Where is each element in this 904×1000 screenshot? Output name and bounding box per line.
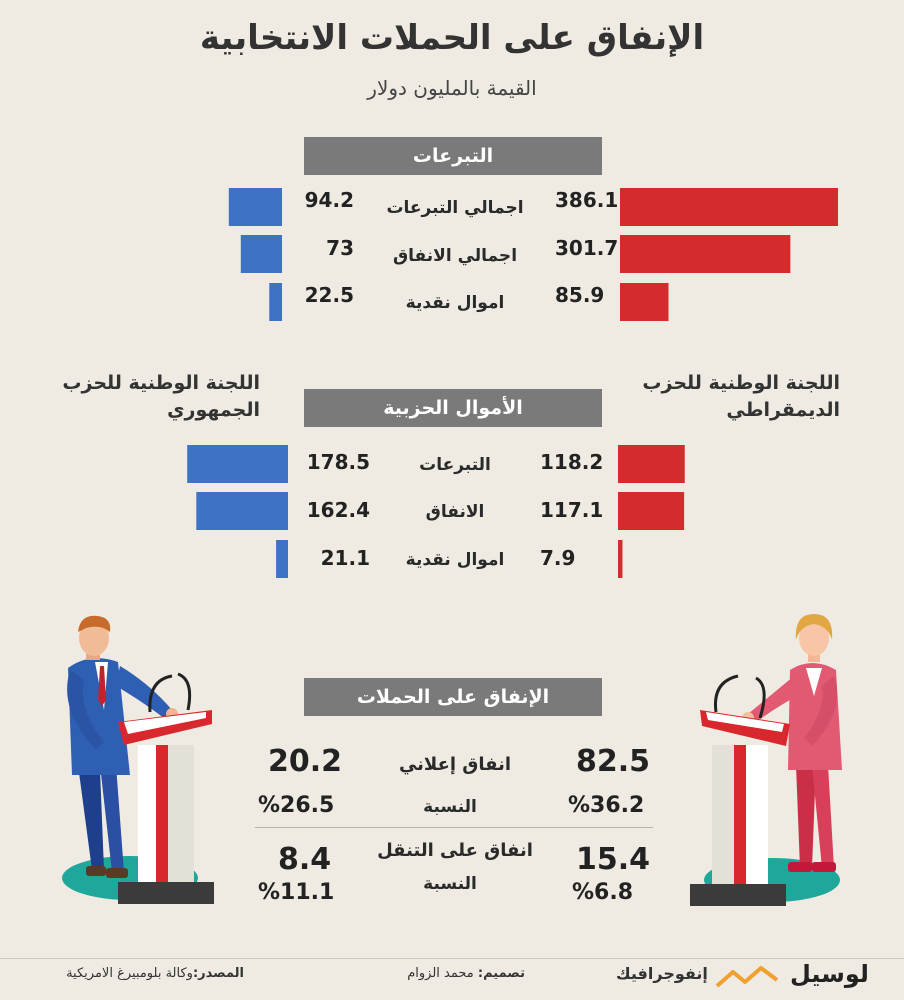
brand-logo-mark <box>715 966 779 988</box>
female-candidate-illustration <box>690 614 842 906</box>
dem-bar <box>620 283 669 321</box>
row-label: التبرعات <box>419 455 491 475</box>
dem-travel-pct: %6.8 <box>572 880 634 905</box>
row-label: اموال نقدية <box>405 550 505 570</box>
legend-rep: اللجنة الوطنية للحزب الجمهوري <box>62 372 260 421</box>
dem-value-label: 118.2 <box>540 450 604 474</box>
ad-spend-label: انفاق إعلاني <box>398 754 512 775</box>
rep-ad-pct: %26.5 <box>258 793 335 818</box>
dem-value-label: 7.9 <box>540 546 576 570</box>
page-subtitle: القيمة بالمليون دولار <box>367 76 537 100</box>
pct-label: النسبة <box>423 874 477 894</box>
page-title: الإنفاق على الحملات الانتخابية <box>199 18 705 58</box>
male-candidate-illustration <box>62 615 214 904</box>
dem-value-label: 386.1 <box>555 188 619 212</box>
design-credit: تصميم: محمد الزوام <box>380 966 525 981</box>
rep-value-label: 94.2 <box>304 188 354 212</box>
divider <box>255 827 653 828</box>
section-header-donations: التبرعات <box>304 137 602 175</box>
source-name: وكالة بلومبيرغ الامريكية <box>66 966 193 981</box>
rep-bar <box>196 492 288 530</box>
dem-bar <box>620 188 838 226</box>
rep-bar <box>228 188 282 226</box>
rep-bar <box>187 445 288 483</box>
dem-bar <box>618 540 623 578</box>
row-label: اجمالي الانفاق <box>392 246 518 266</box>
rep-travel-pct: %11.1 <box>258 880 335 905</box>
rep-value-label: 21.1 <box>320 546 370 570</box>
source-credit: المصدر:وكالة بلومبيرغ الامريكية <box>16 966 244 981</box>
design-name: محمد الزوام <box>407 966 474 981</box>
source-label: المصدر: <box>192 966 244 981</box>
rep-ad-spend: 20.2 <box>268 744 343 779</box>
section-header-party-funds: الأموال الحزبية <box>304 389 602 427</box>
footer-divider <box>0 958 904 959</box>
row-label: الانفاق <box>425 502 485 522</box>
dem-ad-spend: 82.5 <box>576 744 651 779</box>
dem-bar <box>618 445 685 483</box>
rep-bar <box>269 283 282 321</box>
infographic-label: إنفوجرافيك <box>616 964 708 983</box>
dem-bar <box>618 492 685 530</box>
section-header-campaign-spending: الإنفاق على الحملات <box>304 678 602 716</box>
rep-travel-spend: 8.4 <box>278 842 332 877</box>
legend-dem: اللجنة الوطنية للحزب الديمقراطي <box>642 372 840 421</box>
dem-bar <box>620 235 791 273</box>
row-label: اموال نقدية <box>405 293 505 313</box>
dem-value-label: 301.7 <box>555 236 619 260</box>
row-label: اجمالي التبرعات <box>386 198 524 218</box>
brand-name: لوسيل <box>790 960 869 988</box>
design-label: تصميم: <box>477 966 525 981</box>
rep-value-label: 22.5 <box>304 283 354 307</box>
dem-travel-spend: 15.4 <box>576 842 651 877</box>
travel-spend-label: انفاق على التنقل <box>377 840 533 861</box>
rep-value-label: 162.4 <box>306 498 370 522</box>
pct-label: النسبة <box>423 797 477 817</box>
rep-value-label: 178.5 <box>306 450 370 474</box>
bar-chart <box>187 188 838 578</box>
candidates-illustration <box>62 614 842 906</box>
dem-value-label: 85.9 <box>555 283 605 307</box>
dem-ad-pct: %36.2 <box>568 793 645 818</box>
rep-bar <box>276 540 288 578</box>
rep-value-label: 73 <box>326 236 354 260</box>
dem-value-label: 117.1 <box>540 498 604 522</box>
rep-bar <box>240 235 282 273</box>
